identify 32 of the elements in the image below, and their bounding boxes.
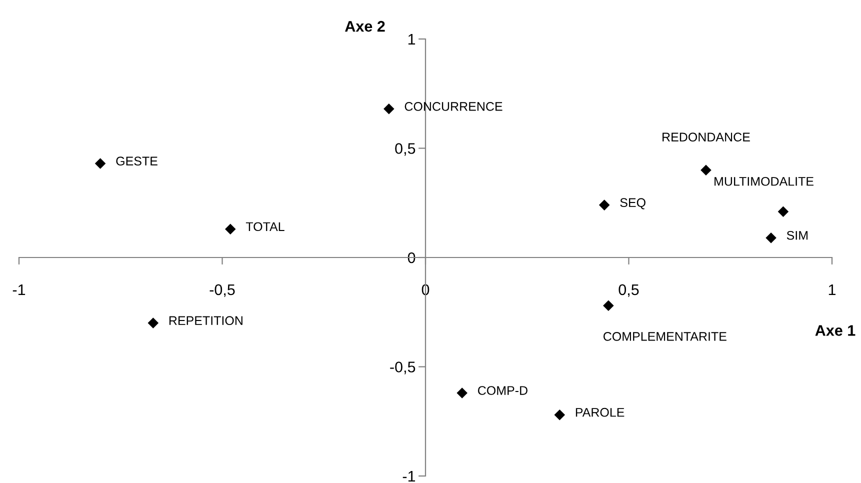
point [778,206,789,217]
x-tick-label: -1 [12,284,26,295]
point [603,300,614,311]
point [225,224,236,234]
point [700,164,712,176]
x-axis-title: Axe 1 [815,325,856,336]
annotation: COMP-D [478,386,528,395]
point [598,200,610,210]
annotation: SIM [786,230,808,240]
point [148,318,159,328]
x-tick-label: 1 [828,284,836,295]
annotation: TOTAL [246,222,284,232]
y-tick-label: -1 [402,471,416,482]
point [766,232,776,244]
point [456,388,468,398]
x-tick-label: 0,5 [618,284,639,297]
annotation: MULTIMODALITE [714,176,814,186]
point [554,409,566,420]
annotation: REDONDANCE [662,132,750,142]
x-tick-label: -0,5 [210,284,235,297]
annotation: PAROLE [576,408,624,417]
annotation: COMPLEMENTARITE [604,332,726,341]
annotation: REPETITION [169,316,242,326]
y-tick-label: 0,5 [395,143,416,156]
y-tick-label: -0,5 [390,362,416,374]
y-axis-title: Axe 2 [345,20,385,32]
annotation: CONCURRENCE [404,102,502,111]
annotation: SEQ [620,198,646,210]
y-tick-label: 1 [408,34,416,45]
point [384,104,394,114]
annotation: GESTE [116,156,158,166]
point [94,158,106,169]
